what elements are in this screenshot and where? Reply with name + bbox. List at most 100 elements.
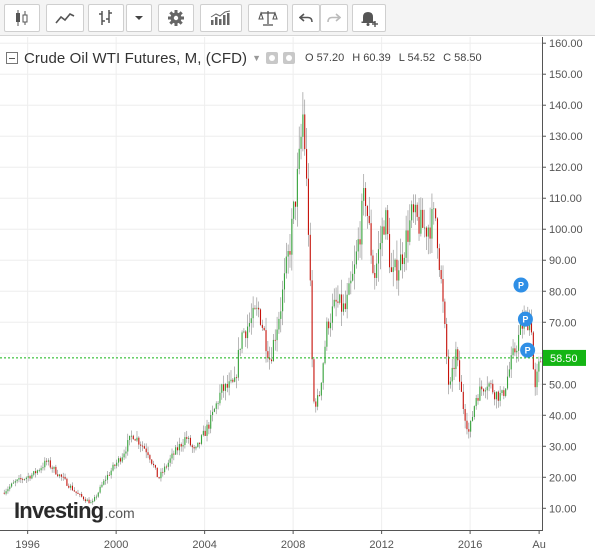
caret-down-icon[interactable]: ▼ xyxy=(252,53,262,63)
candle-body xyxy=(267,351,269,359)
event-marker xyxy=(517,311,533,327)
candle-body xyxy=(372,255,374,273)
candle-body xyxy=(329,322,332,329)
candle-body xyxy=(31,474,33,479)
bar-type-dropdown-button[interactable] xyxy=(126,4,152,32)
price-tick-label: 30.00 xyxy=(549,441,577,453)
candle-body xyxy=(208,424,210,429)
candle-body xyxy=(228,381,230,388)
candle-body xyxy=(272,339,274,362)
candle-body xyxy=(287,251,289,257)
candle-body xyxy=(495,391,498,400)
candle-body xyxy=(462,391,464,410)
candle-body xyxy=(346,294,348,310)
candle-body xyxy=(77,492,79,494)
candle-body xyxy=(484,390,486,392)
candle-body xyxy=(117,458,120,463)
candle-body xyxy=(494,392,496,400)
last-price-badge xyxy=(543,349,586,366)
undo-button[interactable] xyxy=(292,4,320,32)
candle-body xyxy=(407,230,409,242)
candle-body xyxy=(521,324,523,329)
alerts-button[interactable] xyxy=(352,4,386,32)
event-marker xyxy=(513,277,529,293)
candle-body xyxy=(51,467,53,469)
time-axis-bg xyxy=(0,530,595,553)
candle-body xyxy=(278,318,280,330)
candle-body xyxy=(348,283,350,295)
candle-body xyxy=(501,390,503,394)
settings-button[interactable] xyxy=(158,4,194,32)
candle-body xyxy=(141,445,144,447)
candle-body xyxy=(333,299,335,307)
price-tick-label: 160.00 xyxy=(549,38,583,50)
candle-body xyxy=(64,476,66,479)
candle-body xyxy=(446,324,448,357)
price-tick-label: 100.00 xyxy=(549,224,583,236)
candle-body xyxy=(431,208,433,239)
candle-body xyxy=(510,355,512,370)
candle-body xyxy=(27,476,29,478)
time-tick-label: 2000 xyxy=(104,539,128,551)
chart-area[interactable]: 10.0020.0030.0040.0050.0060.0070.0080.00… xyxy=(0,37,595,553)
candle-body xyxy=(88,499,90,504)
candle-body xyxy=(252,307,254,319)
candles-button[interactable] xyxy=(4,4,40,32)
legend-title[interactable]: Crude Oil WTI Futures, M, (CFD) xyxy=(24,49,248,67)
price-tick-label: 20.00 xyxy=(549,472,577,484)
candle-body xyxy=(341,294,343,312)
candle-body xyxy=(186,437,188,439)
candle-body xyxy=(492,383,494,393)
compare-button[interactable] xyxy=(200,4,242,32)
studies-button[interactable] xyxy=(248,4,288,32)
candle-body xyxy=(53,466,55,469)
candle-body xyxy=(396,259,398,281)
candle-body xyxy=(300,136,302,149)
candle-body xyxy=(309,234,311,281)
candle-body xyxy=(370,223,372,256)
legend-collapse-button[interactable] xyxy=(6,52,18,64)
candle-body xyxy=(90,502,92,504)
candle-body xyxy=(16,479,18,482)
candle-body xyxy=(151,459,153,464)
candle-body xyxy=(271,359,273,362)
bar-type-button[interactable] xyxy=(88,4,124,32)
series-settings-icon[interactable] xyxy=(283,52,296,64)
candle-body xyxy=(416,204,418,217)
candle-body xyxy=(167,462,169,467)
candle-body xyxy=(40,468,42,471)
candle-body xyxy=(433,208,435,210)
candle-body xyxy=(359,239,361,245)
candle-body xyxy=(81,494,83,497)
indicators-button[interactable] xyxy=(46,4,84,32)
candle-body xyxy=(453,367,455,370)
candle-body xyxy=(46,460,48,462)
candle-body xyxy=(400,254,402,271)
candle-body xyxy=(108,474,110,476)
candle-body xyxy=(530,317,533,333)
event-marker xyxy=(520,342,536,358)
candle-body xyxy=(265,330,267,352)
investing-logo: Investing .com xyxy=(14,498,135,524)
visibility-toggle-icon[interactable] xyxy=(266,52,279,64)
candle-body xyxy=(86,499,88,502)
candle-body xyxy=(499,393,501,401)
candle-body xyxy=(320,382,322,396)
candle-body xyxy=(505,388,507,396)
candle-body xyxy=(468,429,470,432)
candle-body xyxy=(289,251,291,255)
redo-button[interactable] xyxy=(320,4,348,32)
candle-body xyxy=(414,204,416,213)
ohlc-low: L 54.52 xyxy=(398,52,436,64)
candle-body xyxy=(70,485,72,488)
candle-body xyxy=(516,350,518,353)
logo-suffix: .com xyxy=(104,505,135,521)
candle-body xyxy=(514,348,516,353)
candle-body xyxy=(92,500,94,503)
ohlc-bars-icon xyxy=(99,10,112,25)
ohlc-open: O 57.20 xyxy=(305,52,345,64)
candle-body xyxy=(217,403,219,405)
candle-body xyxy=(136,437,138,441)
candle-body xyxy=(361,200,363,245)
price-chart[interactable]: 10.0020.0030.0040.0050.0060.0070.0080.00… xyxy=(0,37,595,553)
